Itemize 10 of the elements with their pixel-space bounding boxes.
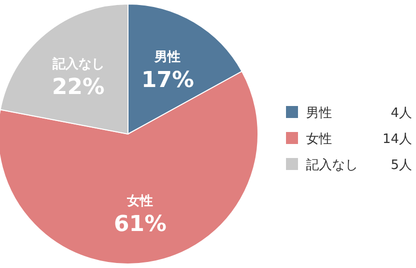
text: 14人 [382, 132, 412, 147]
text: 4人 [390, 106, 412, 121]
slice-label: 男性 [154, 50, 181, 65]
legend-label: 女性 [306, 132, 332, 147]
legend-label: 男性 [306, 106, 332, 121]
text: 5人 [390, 158, 412, 173]
legend-label: 記入なし [306, 158, 358, 173]
slice-label: 女性 [126, 194, 154, 210]
data-label: 17% [141, 68, 194, 93]
data-label: 61% [114, 212, 167, 238]
